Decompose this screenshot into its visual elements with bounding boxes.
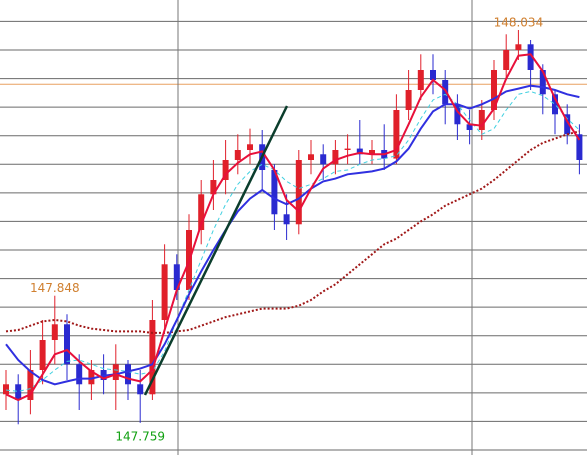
candle-body <box>161 264 168 320</box>
candle-body <box>454 104 461 125</box>
candle-body <box>369 150 375 155</box>
moving-average-line <box>5 130 580 334</box>
candle-body <box>64 324 70 365</box>
candle-body <box>332 150 339 165</box>
price-annotation: 148.034 <box>494 16 544 30</box>
price-annotation: 147.759 <box>115 429 165 443</box>
candle-body <box>356 148 363 155</box>
candle-body <box>515 44 522 50</box>
candle-body <box>308 154 314 160</box>
price-annotation: 147.848 <box>30 281 80 295</box>
candle-body <box>283 214 290 225</box>
candle-body <box>271 170 278 215</box>
candle-body <box>88 370 95 385</box>
moving-average-line <box>5 84 580 386</box>
candle-body <box>552 94 558 115</box>
marks <box>3 30 583 425</box>
candle-body <box>112 364 119 380</box>
candle-body <box>27 370 34 400</box>
candle-body <box>173 264 180 290</box>
candle-body <box>76 364 83 385</box>
candle-body <box>39 340 46 370</box>
candle-body <box>491 70 497 110</box>
candle-body <box>576 134 583 160</box>
candle-body <box>137 384 144 395</box>
candle-body <box>564 114 571 135</box>
candle-body <box>15 384 22 400</box>
candle-body <box>247 144 253 150</box>
candle-body <box>539 70 546 95</box>
candle-body <box>149 320 156 395</box>
candle-body <box>198 194 205 230</box>
moving-average-line <box>5 90 580 392</box>
grid <box>0 20 587 451</box>
candle-body <box>442 80 449 105</box>
candle-body <box>527 44 534 70</box>
candle-body <box>393 110 400 159</box>
moving-average-line <box>5 53 581 402</box>
labels: 148.034 147.848 147.759 <box>30 16 543 444</box>
candle-body <box>3 384 9 395</box>
candle-body <box>295 160 302 225</box>
candle-body <box>417 70 424 90</box>
candle-body <box>320 154 327 165</box>
candle-body <box>210 180 217 195</box>
candle-body <box>478 110 485 130</box>
candle-body <box>222 160 229 180</box>
trend-line <box>143 105 289 396</box>
candle-body <box>405 90 412 110</box>
candle-body <box>503 50 510 70</box>
candle-body <box>51 324 58 340</box>
candle-body <box>430 70 436 80</box>
candle-body <box>466 124 473 130</box>
candle-body <box>344 148 351 150</box>
candle-body <box>234 150 241 160</box>
candle-body <box>125 364 131 385</box>
